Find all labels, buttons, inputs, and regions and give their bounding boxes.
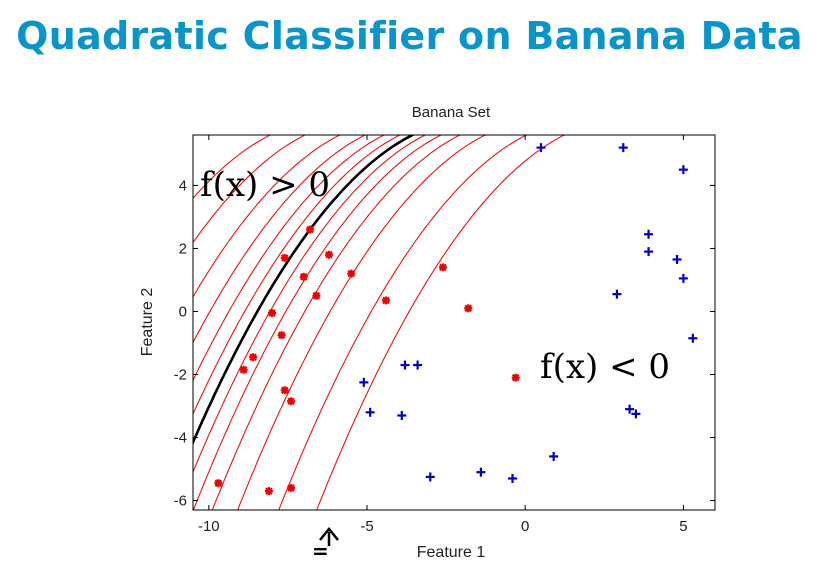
blue-plus-point [365, 407, 375, 417]
red-star-point [264, 487, 273, 496]
y-tick-label: -4 [174, 430, 187, 447]
blue-plus-point [612, 289, 622, 299]
red-star-point [280, 253, 289, 262]
chart-title: Banana Set [412, 104, 491, 121]
arrow-mark: = [312, 539, 329, 563]
red-star-point [347, 269, 356, 278]
red-star-point [214, 479, 223, 488]
contour-line [278, 135, 528, 510]
red-star-point [280, 386, 289, 395]
ticks-layer: -10 -5 0 5 -6 -4 -2 0 2 4 [174, 135, 715, 535]
contour-line [193, 135, 341, 299]
red-star-point [287, 483, 296, 492]
decision-boundary-layer [193, 135, 416, 446]
contour-line [193, 135, 272, 200]
y-tick-label: -6 [174, 493, 187, 510]
blue-plus-point [425, 472, 435, 482]
x-tick-label: 0 [521, 518, 529, 535]
y-tick-label: 4 [179, 177, 187, 194]
blue-plus-point [549, 451, 559, 461]
red-star-point [306, 225, 315, 234]
x-tick-label: 5 [679, 518, 687, 535]
red-star-point [381, 296, 390, 305]
contour-line [193, 135, 367, 344]
negative-region-label: f(x) < 0 [540, 347, 670, 387]
points-layer [214, 143, 698, 496]
red-star-point [464, 304, 473, 313]
y-tick-label: 2 [179, 240, 187, 257]
blue-plus-point [536, 143, 546, 153]
red-star-point [511, 373, 520, 382]
blue-plus-point [359, 377, 369, 387]
blue-plus-point [618, 143, 628, 153]
y-axis-label: Feature 2 [139, 288, 156, 357]
contour-line [237, 135, 487, 510]
contour-layer [193, 135, 566, 510]
red-star-point [277, 331, 286, 340]
blue-plus-point [413, 360, 423, 370]
red-star-point [312, 291, 321, 300]
decision-boundary-line [193, 135, 416, 446]
red-star-point [299, 272, 308, 281]
red-star-point [249, 353, 258, 362]
y-tick-label: -2 [174, 366, 187, 383]
contour-line [193, 135, 386, 382]
blue-plus-point [631, 409, 641, 419]
contour-line [211, 135, 462, 510]
blue-plus-point [678, 273, 688, 283]
blue-plus-point [644, 247, 654, 257]
blue-plus-point [644, 229, 654, 239]
red-star-point [239, 365, 248, 374]
x-tick-label: -5 [360, 518, 373, 535]
contour-line [193, 135, 443, 510]
red-star-point [268, 309, 277, 318]
contour-line [193, 135, 402, 416]
red-star-point [287, 397, 296, 406]
contour-line [193, 135, 307, 244]
blue-plus-point [678, 165, 688, 175]
contour-line [193, 135, 427, 474]
blue-plus-point [476, 467, 486, 477]
slide-title: Quadratic Classifier on Banana Data [16, 14, 803, 58]
blue-plus-point [672, 254, 682, 264]
red-star-point [438, 263, 447, 272]
blue-plus-point [508, 473, 518, 483]
blue-plus-point [625, 404, 635, 414]
y-tick-label: 0 [179, 303, 187, 320]
contour-line [316, 135, 566, 510]
plot-frame [192, 134, 716, 511]
red-star-point [325, 250, 334, 259]
blue-plus-point [397, 410, 407, 420]
blue-plus-point [400, 360, 410, 370]
blue-plus-point [688, 333, 698, 343]
x-tick-label: -10 [198, 518, 220, 535]
positive-region-label: f(x) > 0 [200, 165, 330, 205]
boundary-arrow-icon [319, 527, 339, 546]
x-axis-label: Feature 1 [417, 544, 486, 561]
